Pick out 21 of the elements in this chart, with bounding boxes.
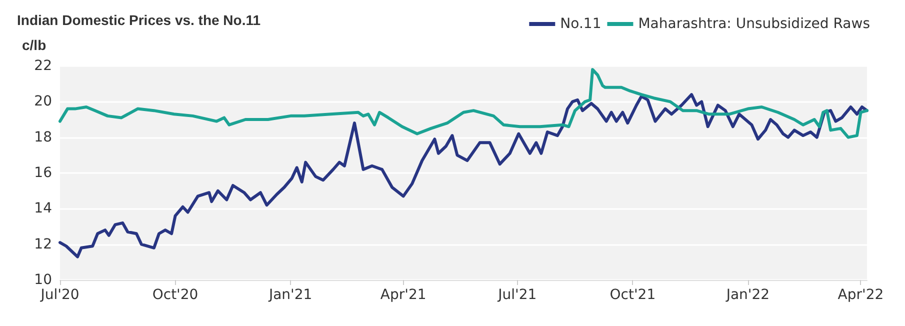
y-tick-label: 14 (34, 200, 52, 217)
x-tick-label: Jul'21 (497, 287, 537, 303)
x-tick-label: Oct'21 (610, 287, 656, 303)
y-axis-title: c/lb (22, 37, 46, 53)
x-tick-label: Apr'21 (380, 287, 426, 303)
line-series (58, 68, 868, 139)
y-tick-label: 12 (34, 236, 52, 252)
chart-title: Indian Domestic Prices vs. the No.11 (17, 12, 261, 28)
y-tick-label: 16 (34, 165, 52, 181)
x-tick-label: Jan'21 (268, 287, 312, 303)
y-tick-label: 22 (34, 58, 52, 74)
y-tick-label: 20 (34, 94, 52, 110)
x-tick-label: Apr'22 (838, 287, 884, 303)
legend-label: No.11 (560, 16, 602, 32)
x-tick-label: Oct'20 (152, 287, 198, 303)
legend-label: Maharashtra: Unsubsidized Raws (638, 16, 870, 32)
y-tick-label: 18 (34, 129, 52, 146)
x-tick-label: Jul'20 (40, 287, 80, 303)
line-series (58, 93, 868, 258)
y-tick-label: 10 (34, 272, 52, 288)
x-tick-label: Jan'22 (725, 287, 770, 303)
